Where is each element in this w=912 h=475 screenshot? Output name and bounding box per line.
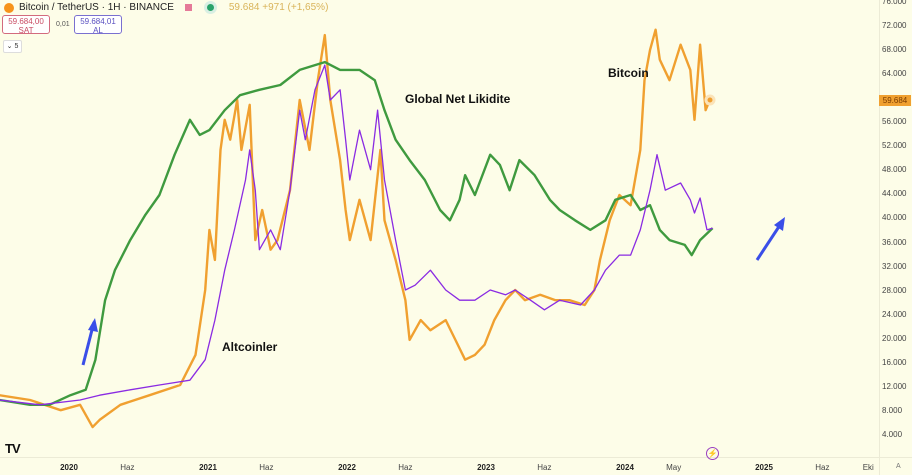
auto-scale-button[interactable]: A xyxy=(896,463,901,470)
x-tick-label: 2023 xyxy=(477,463,495,472)
y-tick-label: 24.000 xyxy=(882,309,907,319)
last-price-marker xyxy=(704,94,716,106)
x-tick-label: 2024 xyxy=(616,463,634,472)
series-line-global-net-likidite xyxy=(0,60,714,406)
y-tick-label: 68.000 xyxy=(882,45,907,55)
time-axis-divider xyxy=(0,457,912,458)
x-tick-label: 2025 xyxy=(755,463,773,472)
current-price-tag: 59.684 xyxy=(879,95,911,106)
bitcoin-icon xyxy=(4,2,14,13)
annotation-altcoins: Altcoinler xyxy=(222,340,278,354)
x-tick-label: Haz xyxy=(398,463,413,472)
lightning-icon[interactable]: ⚡ xyxy=(706,447,719,460)
buy-price: 59.684,01 xyxy=(80,17,116,26)
symbol-header: Bitcoin / TetherUS · 1H · BINANCE 59.684… xyxy=(4,2,328,13)
y-tick-label: 64.000 xyxy=(882,69,907,79)
y-tick-label: 56.000 xyxy=(882,117,907,127)
up-arrow-icon xyxy=(81,318,98,366)
series-layer xyxy=(0,28,714,429)
sell-button[interactable]: 59.684,00 SAT xyxy=(2,15,50,35)
price-axis-divider xyxy=(879,0,880,475)
symbol-title[interactable]: Bitcoin / TetherUS · 1H · BINANCE xyxy=(19,2,174,13)
annotation-liquidity: Global Net Likidite xyxy=(405,92,511,106)
series-line-bitcoin xyxy=(0,28,711,429)
price-change: 59.684 +971 (+1,65%) xyxy=(228,2,329,13)
buy-button[interactable]: 59.684,01 AL xyxy=(74,15,122,35)
x-tick-label: 2022 xyxy=(338,463,356,472)
y-tick-label: 36.000 xyxy=(882,237,907,247)
x-tick-label: Haz xyxy=(259,463,274,472)
y-tick-label: 28.000 xyxy=(882,285,907,295)
x-tick-label: 2020 xyxy=(60,463,78,472)
market-status-icon xyxy=(206,4,214,11)
annotation-bitcoin: Bitcoin xyxy=(608,66,649,80)
y-tick-label: 44.000 xyxy=(882,189,907,199)
y-tick-label: 4.000 xyxy=(882,429,903,439)
x-tick-label: Eki xyxy=(862,463,874,472)
up-arrow-icon xyxy=(755,217,785,261)
tradingview-logo[interactable]: TV xyxy=(5,441,21,456)
y-tick-label: 76.000 xyxy=(882,0,907,6)
flag-icon[interactable] xyxy=(184,4,192,11)
x-tick-label: 2021 xyxy=(199,463,217,472)
y-tick-label: 12.000 xyxy=(882,381,907,391)
x-tick-label: May xyxy=(666,463,682,472)
sell-price: 59.684,00 xyxy=(8,17,44,26)
y-tick-label: 20.000 xyxy=(882,333,907,343)
series-line-altcoinler xyxy=(0,64,713,406)
interval-select[interactable]: ⌄ 5 xyxy=(3,40,22,53)
y-tick-label: 40.000 xyxy=(882,213,907,223)
interval-value: 5 xyxy=(14,43,19,50)
y-tick-label: 8.000 xyxy=(882,405,903,415)
x-tick-label: Haz xyxy=(537,463,552,472)
x-tick-label: Haz xyxy=(815,463,830,472)
spread: 0,01 xyxy=(56,21,70,28)
buy-label: AL xyxy=(93,26,103,35)
y-tick-label: 16.000 xyxy=(882,357,907,367)
y-tick-label: 32.000 xyxy=(882,261,907,271)
y-tick-label: 48.000 xyxy=(882,165,907,175)
x-tick-label: Haz xyxy=(120,463,135,472)
y-tick-label: 52.000 xyxy=(882,141,907,151)
y-tick-label: 72.000 xyxy=(882,21,907,31)
sell-label: SAT xyxy=(18,26,34,35)
